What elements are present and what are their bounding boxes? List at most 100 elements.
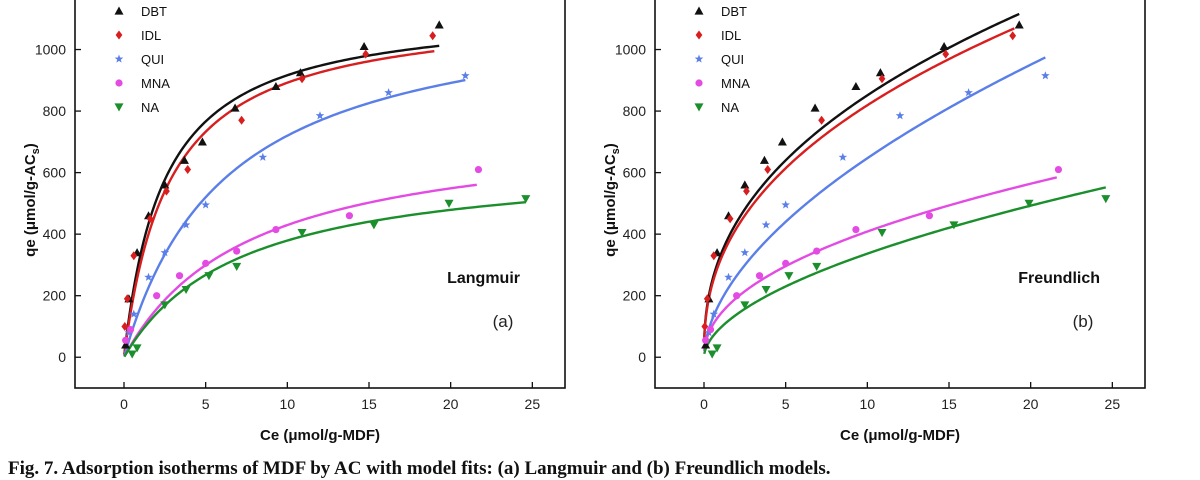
figure-caption: Fig. 7. Adsorption isotherms of MDF by A… <box>8 458 831 479</box>
legend-marker-na <box>114 103 124 112</box>
plot-frame <box>74 0 566 389</box>
data-point-mna <box>175 272 184 280</box>
data-point-mna <box>202 259 210 267</box>
data-point-na <box>740 301 750 310</box>
x-tick-label: 5 <box>202 396 210 412</box>
x-tick-label: 15 <box>941 396 957 412</box>
fit-curve-idl <box>123 50 435 355</box>
y-tick-label: 1000 <box>35 42 66 58</box>
data-point-mna <box>474 165 483 174</box>
data-point-dbt <box>434 20 444 29</box>
data-point-na <box>232 262 242 271</box>
data-point-idl <box>121 321 129 331</box>
data-point-mna <box>733 292 741 300</box>
data-point-mna <box>153 292 161 300</box>
figure: 0510152025020040060080010001200Ce (μmol/… <box>22 0 1146 444</box>
legend-label-na: NA <box>721 100 739 115</box>
model-name: Langmuir <box>447 270 520 287</box>
x-tick-label: 25 <box>525 396 541 412</box>
y-tick-label: 0 <box>58 349 66 365</box>
data-point-idl <box>163 186 170 196</box>
data-point-na <box>761 285 771 295</box>
x-axis-label: Ce (μmol/g-MDF) <box>260 427 380 444</box>
legend-label-mna: MNA <box>721 76 750 91</box>
legend-marker-dbt <box>114 6 124 15</box>
panel-label: (b) <box>1073 312 1094 331</box>
legend-marker-na <box>694 103 704 112</box>
data-point-na <box>369 221 379 230</box>
x-tick-label: 15 <box>361 396 377 412</box>
x-tick-label: 25 <box>1105 396 1121 412</box>
data-point-idl <box>429 31 437 41</box>
fit-curve-dbt <box>703 12 1020 337</box>
data-point-mna <box>852 225 860 234</box>
data-point-mna <box>126 325 135 334</box>
fit-curve-qui <box>703 56 1046 352</box>
y-tick-label: 800 <box>623 103 647 119</box>
data-point-idl <box>764 165 772 175</box>
data-point-na <box>181 285 191 295</box>
y-tick-label: 200 <box>623 288 647 304</box>
data-point-idl <box>146 214 154 224</box>
x-tick-label: 0 <box>700 396 708 412</box>
x-tick-label: 20 <box>443 396 459 412</box>
data-point-idl <box>130 251 138 261</box>
data-point-dbt <box>740 180 750 189</box>
data-point-idl <box>701 321 709 331</box>
y-tick-label: 0 <box>638 349 646 365</box>
x-axis-label: Ce (μmol/g-MDF) <box>840 427 960 444</box>
data-point-idl <box>878 74 886 84</box>
legend-marker-mna <box>695 79 703 87</box>
data-point-na <box>877 229 887 238</box>
data-point-na <box>1024 199 1034 208</box>
legend-marker-mna <box>115 79 123 87</box>
legend-marker-qui <box>114 54 124 63</box>
data-point-dbt <box>851 81 861 91</box>
data-point-qui <box>181 220 191 229</box>
data-point-dbt <box>179 155 189 164</box>
data-point-dbt <box>939 41 949 51</box>
x-tick-label: 0 <box>120 396 128 412</box>
data-point-na <box>521 195 531 204</box>
fit-curve-mna <box>703 176 1058 351</box>
data-point-dbt <box>295 68 305 77</box>
data-point-mna <box>1054 165 1063 174</box>
legend-marker-idl <box>695 30 703 40</box>
legend-label-na: NA <box>141 100 159 115</box>
data-point-na <box>712 344 722 353</box>
data-point-mna <box>272 225 280 234</box>
panel-b: 0510152025020040060080010001200Ce (μmol/… <box>602 0 1146 444</box>
data-point-dbt <box>230 103 240 112</box>
legend-label-idl: IDL <box>721 28 741 43</box>
data-point-na <box>297 229 307 238</box>
fit-curve-na <box>703 186 1107 355</box>
data-point-idl <box>942 49 950 59</box>
legend-label-dbt: DBT <box>721 4 747 19</box>
data-point-dbt <box>359 41 369 51</box>
y-tick-label: 200 <box>43 288 67 304</box>
x-tick-label: 10 <box>280 396 296 412</box>
data-point-idl <box>1009 31 1017 41</box>
fit-curve-idl <box>703 27 1015 339</box>
data-point-qui <box>315 111 325 120</box>
data-point-na <box>949 221 959 230</box>
data-point-na <box>204 272 214 281</box>
y-tick-label: 400 <box>623 226 647 242</box>
fit-curve-dbt <box>123 44 440 355</box>
legend-label-mna: MNA <box>141 76 170 91</box>
panel-label: (a) <box>493 312 514 331</box>
data-point-na <box>1101 195 1111 204</box>
data-point-mna <box>122 336 130 344</box>
data-point-mna <box>925 212 934 220</box>
data-point-na <box>812 262 822 271</box>
data-point-qui <box>461 71 470 80</box>
data-point-qui <box>761 220 771 229</box>
data-point-idl <box>710 251 718 261</box>
data-point-idl <box>362 49 370 59</box>
data-point-dbt <box>810 103 820 112</box>
fit-curve-na <box>123 201 526 358</box>
y-tick-label: 600 <box>623 165 647 181</box>
data-point-qui <box>964 88 973 97</box>
y-tick-label: 1000 <box>615 42 646 58</box>
data-point-qui <box>201 200 210 209</box>
